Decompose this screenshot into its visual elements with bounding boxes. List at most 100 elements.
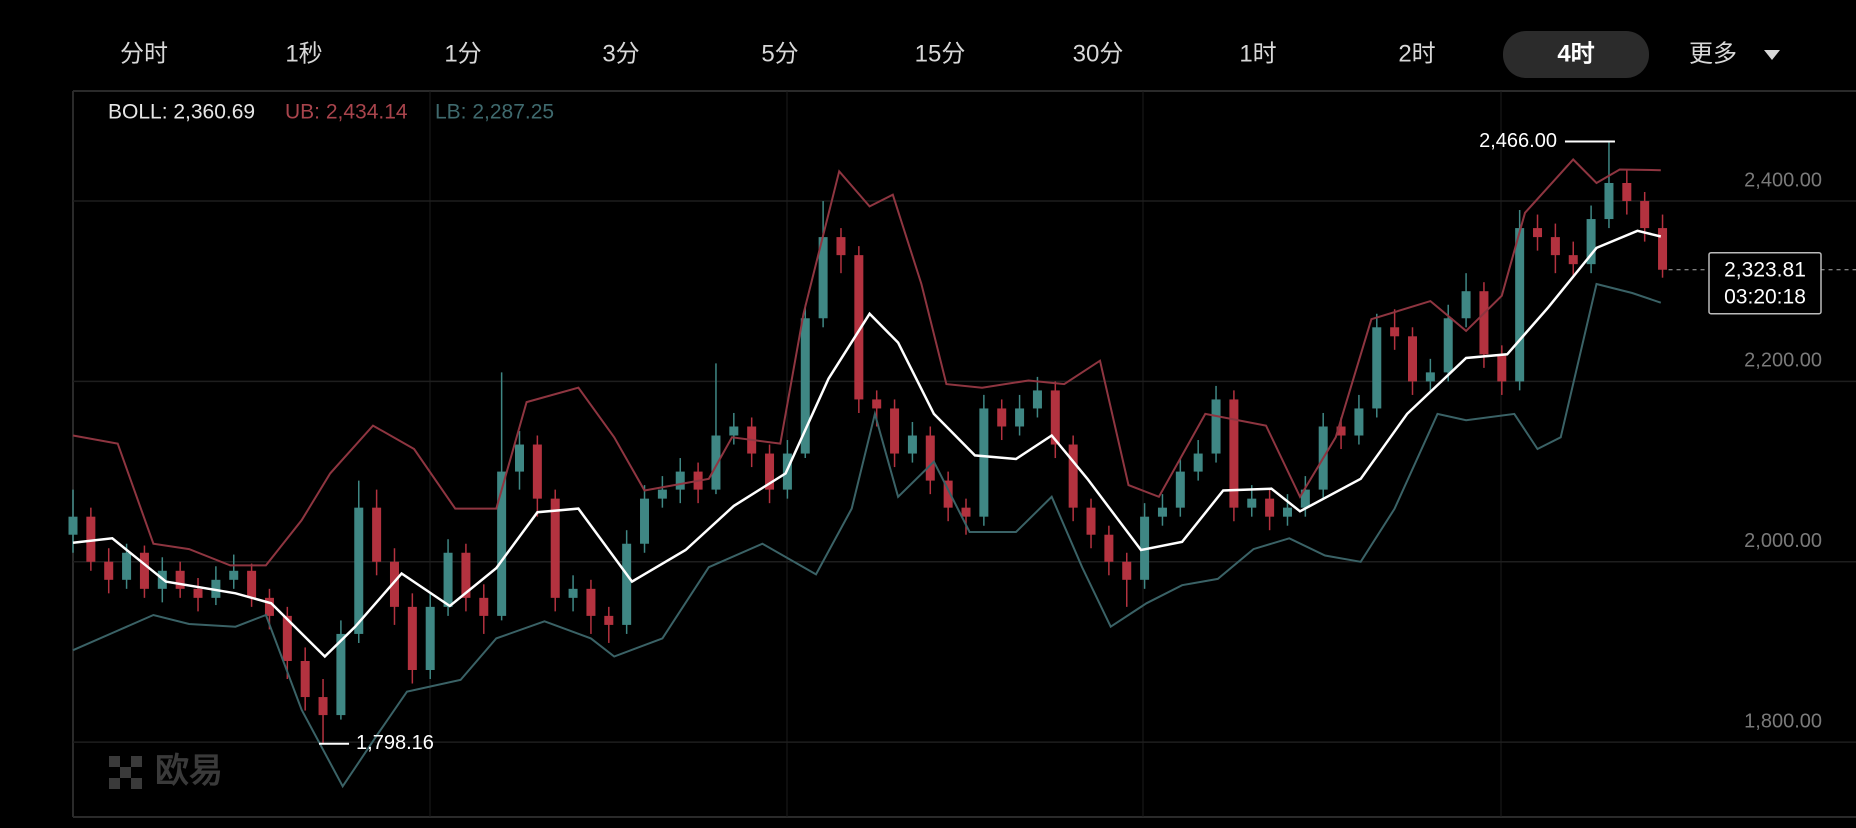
candle-body: [68, 516, 78, 535]
candle-body: [532, 444, 542, 499]
candle-body: [568, 588, 578, 598]
candle-body: [622, 543, 632, 625]
candle-body: [1050, 390, 1060, 445]
candle-body: [354, 507, 364, 634]
last-price-box: [1708, 251, 1822, 315]
candle-body: [282, 615, 292, 661]
candle-body: [1247, 498, 1257, 508]
candle-body: [122, 552, 132, 580]
tab[interactable]: 4时: [1557, 40, 1594, 67]
candle-body: [1300, 489, 1310, 508]
candle-body: [372, 507, 382, 562]
candle-body: [300, 660, 310, 698]
candle-body: [872, 399, 882, 409]
candle-body: [1104, 534, 1114, 562]
candle-body: [1515, 228, 1525, 382]
candle-body: [86, 516, 96, 562]
more-tab[interactable]: 更多: [1689, 40, 1737, 67]
candle-body: [264, 597, 274, 616]
candle-body: [139, 552, 149, 589]
tab[interactable]: 3分: [602, 40, 639, 67]
candle-body: [1550, 237, 1560, 256]
candle-body: [854, 255, 864, 400]
candle-body: [461, 552, 471, 598]
candle-body: [1157, 507, 1167, 517]
candle-body: [318, 697, 328, 716]
candle-body: [1032, 390, 1042, 409]
candle-body: [1479, 291, 1489, 355]
candle-body: [961, 507, 971, 517]
candle-body: [675, 471, 685, 490]
candle-body: [1122, 561, 1132, 580]
candle-body: [1211, 399, 1221, 454]
candle-body: [997, 408, 1007, 427]
candle-body: [1640, 201, 1650, 229]
watermark: 欧易: [155, 752, 223, 790]
candle-body: [1265, 498, 1275, 517]
high-label: 2,466.00: [1479, 130, 1557, 152]
boll-band: [72, 158, 1661, 567]
candle-body: [836, 237, 846, 256]
candle-body: [1586, 219, 1596, 265]
candle-body: [1622, 182, 1632, 202]
candle-body: [1461, 291, 1471, 319]
candle-body: [800, 318, 810, 454]
candle-body: [925, 435, 935, 481]
candle-body: [1443, 318, 1453, 373]
candle-body: [104, 561, 114, 580]
tab[interactable]: 5分: [761, 40, 798, 67]
candle-body: [229, 570, 239, 580]
tab[interactable]: 30分: [1073, 40, 1124, 67]
legend-entry: UB: 2,434.14: [285, 101, 408, 124]
candle-body: [497, 471, 507, 616]
tab[interactable]: 2时: [1398, 40, 1435, 67]
candle-body: [193, 588, 203, 598]
tab[interactable]: 分时: [120, 40, 168, 67]
candle-body: [1229, 399, 1239, 508]
y-tick-label: 2,200.00: [1744, 350, 1822, 372]
candle-body: [175, 570, 185, 589]
candle-body: [1604, 182, 1614, 220]
candle-body: [765, 453, 775, 490]
candle-body: [1390, 327, 1400, 337]
last-price-label: 2,323.81: [1724, 258, 1806, 281]
watermark-logo: [109, 756, 142, 789]
candle-body: [657, 489, 667, 499]
candle-body: [1354, 408, 1364, 436]
candle-body: [1568, 255, 1578, 265]
candle-body: [711, 435, 721, 490]
candle-body: [443, 552, 453, 607]
candle-body: [1533, 228, 1543, 238]
candle-body: [1068, 444, 1078, 508]
candle-body: [407, 606, 417, 670]
candle-body: [247, 570, 257, 598]
boll-band: [72, 229, 1662, 659]
candle-body: [425, 606, 435, 670]
candle-body: [1193, 453, 1203, 472]
candle-body: [907, 435, 917, 454]
tab[interactable]: 15分: [915, 40, 966, 67]
tab[interactable]: 1秒: [285, 40, 322, 67]
candle-body: [604, 615, 614, 625]
candle-body: [1336, 426, 1346, 436]
candles: [68, 141, 1668, 744]
candle-body: [729, 426, 739, 436]
candle-body: [1658, 228, 1668, 270]
candle-body: [818, 237, 828, 319]
boll-band: [72, 282, 1662, 789]
candle-body: [640, 498, 650, 544]
y-tick-label: 2,400.00: [1744, 169, 1822, 191]
y-tick-label: 2,000.00: [1744, 530, 1822, 552]
chart-area: 欧易 BOLL: 2,360.69 UB: 2,434.14 LB: 2,287.2…: [68, 90, 1856, 818]
candle-body: [890, 408, 900, 454]
candle-body: [1086, 507, 1096, 535]
candle-body: [479, 597, 489, 616]
more-arrow[interactable]: [1764, 50, 1780, 60]
candle-body: [1175, 471, 1185, 508]
legend-entry: LB: 2,287.25: [435, 101, 554, 124]
tab[interactable]: 1时: [1239, 40, 1276, 67]
candle-body: [1372, 327, 1382, 409]
tab[interactable]: 1分: [444, 40, 481, 67]
